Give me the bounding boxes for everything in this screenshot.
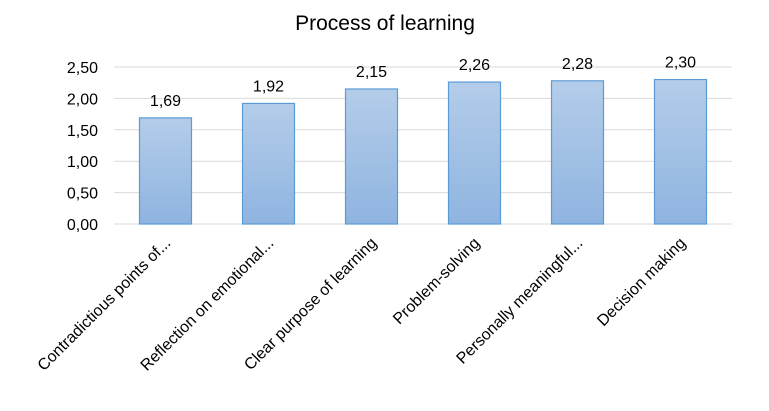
y-tick-label: 2,00: [67, 91, 98, 108]
bar: [344, 88, 399, 225]
data-label: 2,30: [665, 55, 696, 72]
chart-title: Process of learning: [295, 12, 475, 35]
y-tick-label: 1,50: [67, 123, 98, 140]
x-tick-label: Decision making: [594, 235, 689, 330]
data-label: 2,26: [459, 57, 490, 74]
y-tick-label: 1,00: [67, 154, 98, 171]
y-tick-label: 0,50: [67, 186, 98, 203]
bar: [447, 81, 502, 225]
data-label: 2,15: [356, 64, 387, 81]
data-label: 1,69: [150, 93, 181, 110]
y-tick-label: 0,00: [67, 217, 98, 234]
data-label: 2,28: [562, 56, 593, 73]
bar: [653, 78, 708, 225]
data-label: 1,92: [253, 78, 284, 95]
x-tick-label: Problem-solving: [390, 235, 483, 328]
bar: [550, 80, 605, 225]
bar: [138, 117, 193, 225]
bar: [241, 102, 296, 225]
y-tick-label: 2,50: [67, 60, 98, 77]
